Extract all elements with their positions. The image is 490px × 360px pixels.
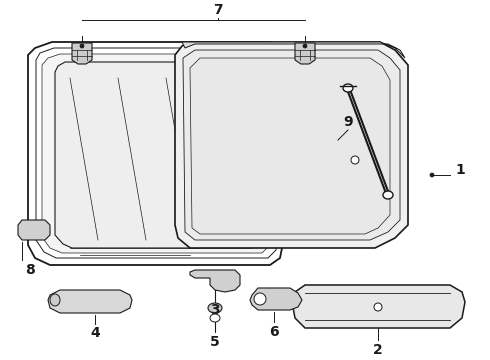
Polygon shape	[55, 62, 260, 248]
Polygon shape	[18, 220, 50, 240]
Polygon shape	[190, 58, 390, 234]
Ellipse shape	[383, 191, 393, 199]
Text: 5: 5	[210, 335, 220, 349]
Text: 1: 1	[455, 163, 465, 177]
Ellipse shape	[208, 303, 222, 313]
Ellipse shape	[343, 84, 353, 92]
Polygon shape	[190, 270, 240, 292]
Text: 8: 8	[25, 263, 35, 277]
Ellipse shape	[80, 44, 84, 48]
Polygon shape	[292, 285, 465, 328]
Polygon shape	[72, 43, 92, 64]
Ellipse shape	[351, 156, 359, 164]
Text: 3: 3	[210, 303, 220, 317]
Text: 6: 6	[269, 325, 279, 339]
Polygon shape	[36, 48, 276, 258]
Polygon shape	[42, 54, 270, 253]
Ellipse shape	[210, 314, 220, 322]
Polygon shape	[183, 50, 400, 240]
Text: 7: 7	[213, 3, 223, 17]
Polygon shape	[182, 42, 405, 58]
Text: 4: 4	[90, 326, 100, 340]
Ellipse shape	[254, 293, 266, 305]
Ellipse shape	[303, 44, 307, 48]
Polygon shape	[295, 43, 315, 64]
Polygon shape	[175, 42, 408, 248]
Polygon shape	[48, 290, 132, 313]
Ellipse shape	[430, 173, 434, 177]
Ellipse shape	[50, 294, 60, 306]
Text: 9: 9	[343, 115, 353, 129]
Polygon shape	[28, 42, 282, 265]
Ellipse shape	[374, 303, 382, 311]
Text: 2: 2	[373, 343, 383, 357]
Polygon shape	[250, 288, 302, 310]
